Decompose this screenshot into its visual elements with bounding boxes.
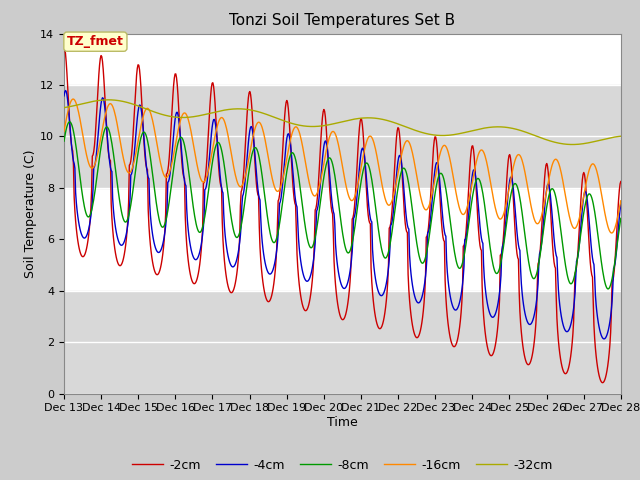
-2cm: [60, 44, 68, 49]
-8cm: [432, 187, 440, 192]
Legend: -2cm, -4cm, -8cm, -16cm, -32cm: -2cm, -4cm, -8cm, -16cm, -32cm: [127, 454, 558, 477]
-8cm: [604, 286, 612, 292]
-32cm: [126, 100, 134, 106]
-4cm: [228, 264, 236, 270]
-32cm: [401, 123, 408, 129]
-2cm: [276, 185, 284, 191]
-8cm: [256, 159, 264, 165]
-16cm: [277, 183, 285, 189]
-8cm: [66, 119, 74, 125]
-8cm: [126, 206, 134, 212]
-16cm: [432, 172, 440, 178]
-32cm: [60, 105, 68, 110]
-2cm: [125, 162, 133, 168]
-2cm: [599, 380, 607, 385]
-16cm: [401, 142, 408, 147]
-16cm: [607, 230, 615, 236]
-32cm: [277, 117, 285, 123]
-32cm: [432, 132, 440, 138]
-4cm: [600, 336, 608, 342]
-16cm: [126, 169, 134, 175]
Bar: [64, 188, 621, 291]
Bar: [64, 85, 621, 188]
-16cm: [70, 96, 77, 102]
Text: TZ_fmet: TZ_fmet: [67, 35, 124, 48]
-16cm: [617, 198, 625, 204]
-8cm: [401, 166, 408, 171]
-4cm: [432, 162, 440, 168]
-4cm: [60, 93, 68, 99]
Line: -16cm: -16cm: [64, 99, 621, 233]
Y-axis label: Soil Temperature (C): Soil Temperature (C): [24, 149, 37, 278]
-2cm: [400, 201, 408, 207]
-2cm: [617, 179, 625, 184]
-8cm: [277, 211, 285, 216]
-32cm: [228, 106, 236, 112]
-4cm: [256, 197, 264, 203]
-4cm: [277, 195, 285, 201]
-32cm: [568, 142, 576, 147]
Bar: [64, 34, 621, 85]
-4cm: [401, 194, 408, 200]
Bar: [64, 291, 621, 394]
Line: -32cm: -32cm: [64, 100, 621, 144]
-2cm: [431, 134, 439, 140]
-32cm: [617, 133, 625, 139]
-4cm: [126, 196, 134, 202]
-8cm: [617, 216, 625, 221]
Line: -8cm: -8cm: [64, 122, 621, 289]
Title: Tonzi Soil Temperatures Set B: Tonzi Soil Temperatures Set B: [229, 13, 456, 28]
-16cm: [256, 120, 264, 126]
Line: -4cm: -4cm: [64, 91, 621, 339]
-32cm: [256, 109, 264, 115]
-2cm: [228, 290, 236, 296]
-4cm: [617, 201, 625, 207]
-8cm: [60, 138, 68, 144]
-16cm: [60, 129, 68, 134]
-16cm: [228, 157, 236, 163]
-4cm: [61, 88, 69, 94]
-8cm: [228, 222, 236, 228]
Line: -2cm: -2cm: [64, 47, 621, 383]
-32cm: [104, 97, 112, 103]
-2cm: [255, 224, 263, 230]
X-axis label: Time: Time: [327, 416, 358, 429]
